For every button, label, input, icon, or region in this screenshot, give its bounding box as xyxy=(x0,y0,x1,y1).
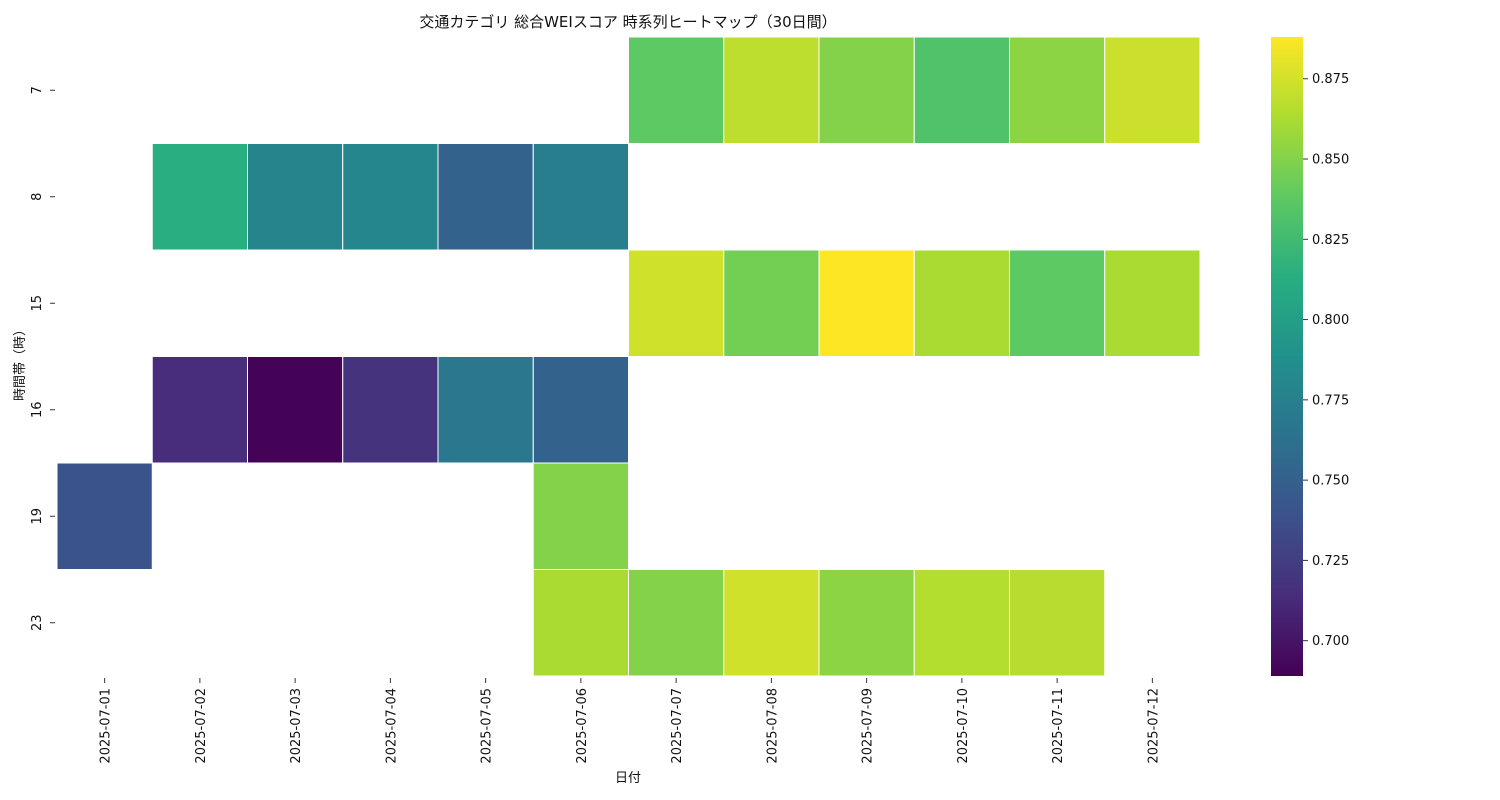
x-tick-label: 2025-07-01 xyxy=(99,688,114,764)
x-axis-ticks: 2025-07-01 2025-07-02 2025-07-03 2025-07-04… xyxy=(99,678,1161,764)
chart-title: 交通カテゴリ 総合WEIスコア 時系列ヒートマップ（30日間） xyxy=(419,13,836,31)
heatmap-cell xyxy=(532,143,629,251)
heatmap-cell xyxy=(151,143,248,251)
heatmap-cell xyxy=(532,462,629,570)
heatmap-cell xyxy=(151,356,248,464)
heatmap-cell xyxy=(628,36,725,144)
heatmap-cell xyxy=(818,36,915,144)
colorbar-tick-label: 0.775 xyxy=(1312,393,1349,408)
y-axis-ticks: 7 8 15 16 19 23 xyxy=(30,86,55,631)
heatmap-cell xyxy=(342,356,439,464)
colorbar-tick-label: 0.800 xyxy=(1312,313,1349,328)
colorbar-tick-label: 0.875 xyxy=(1312,72,1349,87)
colorbar: 0.700 0.725 0.750 0.775 0.800 0.825 0.850 0.875 xyxy=(1271,37,1349,676)
heatmap-cell xyxy=(342,143,439,251)
heatmap-cell xyxy=(532,356,629,464)
x-tick-label: 2025-07-03 xyxy=(289,688,304,764)
x-tick-label: 2025-07-10 xyxy=(956,688,971,764)
y-tick-label: 16 xyxy=(30,401,45,418)
y-tick-label: 15 xyxy=(30,295,45,312)
heatmap-cell xyxy=(723,569,820,677)
heatmap-cell xyxy=(1009,36,1106,144)
y-tick-label: 19 xyxy=(30,508,45,525)
y-axis-label: 時間帯（時） xyxy=(13,323,28,401)
y-tick-label: 7 xyxy=(30,86,45,94)
y-tick-label: 8 xyxy=(30,193,45,201)
colorbar-tick-label: 0.725 xyxy=(1312,554,1349,569)
colorbar-tick-label: 0.825 xyxy=(1312,233,1349,248)
heatmap-cell xyxy=(1104,36,1201,144)
heatmap-cell xyxy=(1104,249,1201,357)
x-tick-label: 2025-07-08 xyxy=(765,688,780,764)
x-tick-label: 2025-07-12 xyxy=(1146,688,1161,764)
x-tick-label: 2025-07-07 xyxy=(670,688,685,764)
colorbar-ticks: 0.700 0.725 0.750 0.775 0.800 0.825 0.850 0.875 xyxy=(1303,72,1349,649)
colorbar-tick-label: 0.850 xyxy=(1312,153,1349,168)
heatmap-cell xyxy=(437,356,534,464)
heatmap-cell xyxy=(723,36,820,144)
heatmap-cell xyxy=(1009,569,1106,677)
x-tick-label: 2025-07-11 xyxy=(1051,688,1066,764)
heatmap-cell xyxy=(818,249,915,357)
colorbar-gradient xyxy=(1271,37,1303,676)
heatmap-cell xyxy=(628,249,725,357)
heatmap-cell xyxy=(723,249,820,357)
y-tick-label: 23 xyxy=(30,614,45,631)
heatmap-cell xyxy=(56,462,153,570)
x-tick-label: 2025-07-04 xyxy=(384,688,399,764)
x-tick-label: 2025-07-06 xyxy=(575,688,590,764)
heatmap-cell xyxy=(247,356,344,464)
heatmap-cell xyxy=(818,569,915,677)
colorbar-tick-label: 0.750 xyxy=(1312,474,1349,489)
x-tick-label: 2025-07-05 xyxy=(480,688,495,764)
x-tick-label: 2025-07-02 xyxy=(194,688,209,764)
x-axis-label: 日付 xyxy=(615,771,641,786)
colorbar-tick-label: 0.700 xyxy=(1312,634,1349,649)
heatmap-cell xyxy=(913,36,1010,144)
x-tick-label: 2025-07-09 xyxy=(861,688,876,764)
heatmap-cell xyxy=(1009,249,1106,357)
heatmap-cell xyxy=(437,143,534,251)
heatmap-cell xyxy=(532,569,629,677)
heatmap-cell xyxy=(913,249,1010,357)
heatmap-cell xyxy=(247,143,344,251)
heatmap-cells xyxy=(56,36,1201,677)
heatmap-cell xyxy=(628,569,725,677)
heatmap-cell xyxy=(913,569,1010,677)
